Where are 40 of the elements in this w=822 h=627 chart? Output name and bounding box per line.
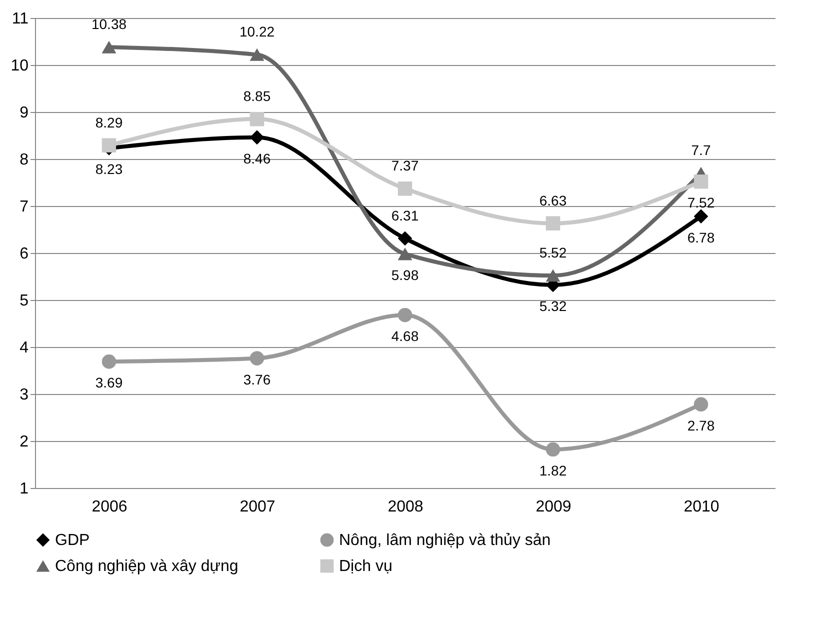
data-label: 5.52 (539, 244, 567, 261)
y-tick-label: 4 (20, 340, 29, 356)
data-label: 5.32 (539, 298, 567, 314)
y-tick-label: 11 (12, 10, 29, 28)
y-tick-label: 10 (10, 58, 29, 74)
y-tick-label: 1 (20, 480, 29, 498)
data-label: 3.69 (95, 374, 123, 391)
legend-label: Nông, lâm nghiệp và thủy sản (339, 532, 551, 549)
x-tick-label: 2007 (240, 498, 276, 516)
data-label: 2.78 (687, 417, 715, 434)
data-label: 5.98 (391, 266, 419, 283)
x-tick-label: 2006 (92, 498, 128, 516)
legend-label: GDP (55, 532, 90, 549)
data-label: 1.82 (539, 462, 567, 478)
data-label: 8.46 (243, 150, 271, 166)
legend-label: Công nghiệp và xây dựng (55, 558, 238, 575)
y-tick-label: 7 (20, 198, 29, 216)
data-label: 4.68 (391, 328, 419, 344)
y-tick-label: 6 (20, 246, 29, 262)
x-tick-label: 2009 (536, 498, 572, 516)
data-label: 8.29 (95, 114, 123, 130)
data-label: 10.38 (91, 16, 127, 32)
y-tick-label: 9 (20, 104, 29, 122)
x-tick-label: 2008 (388, 498, 424, 516)
data-label: 7.37 (391, 158, 419, 174)
legend-label: Dịch vụ (339, 558, 392, 575)
data-label: 6.78 (687, 229, 715, 246)
y-tick-label: 8 (20, 152, 29, 168)
data-label: 7.7 (691, 142, 711, 158)
x-tick-label: 2010 (684, 498, 720, 516)
y-tick-label: 3 (20, 386, 29, 404)
data-label: 8.85 (243, 88, 271, 104)
y-tick-label: 2 (20, 434, 29, 450)
data-label: 10.22 (239, 24, 275, 40)
data-label: 6.31 (391, 207, 419, 224)
data-label: 6.63 (539, 192, 567, 208)
data-label: 8.23 (95, 161, 123, 178)
data-label: 7.52 (687, 194, 715, 211)
data-label: 3.76 (243, 371, 271, 388)
y-tick-label: 5 (20, 292, 29, 310)
